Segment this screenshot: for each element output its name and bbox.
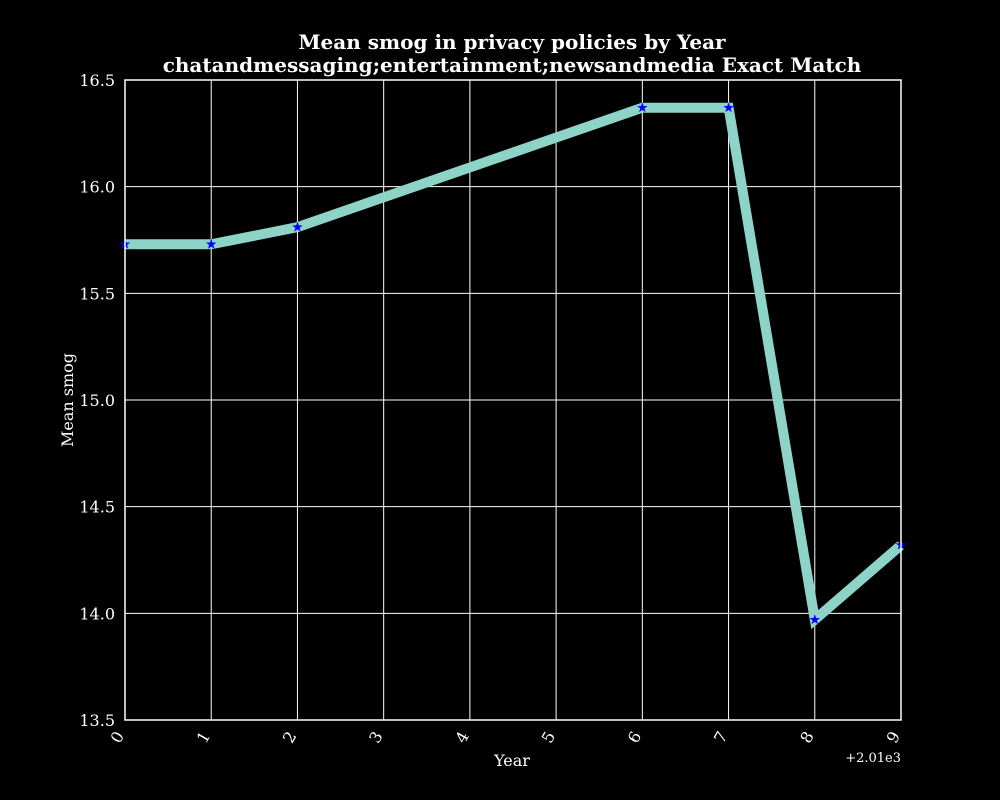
y-axis-label: Mean smog bbox=[58, 353, 77, 447]
data-point-star-marker bbox=[637, 102, 648, 113]
data-point-star-marker bbox=[205, 238, 217, 249]
x-offset-label: +2.01e3 bbox=[845, 751, 901, 766]
chart-subtitle: chatandmessaging;entertainment;newsandme… bbox=[163, 53, 862, 77]
y-tick-label: 15.5 bbox=[79, 284, 115, 303]
plot-frame bbox=[124, 79, 902, 721]
y-tick-label: 13.5 bbox=[79, 711, 115, 730]
y-tick-labels: 13.5 14.0 14.5 15.0 15.5 16.0 16.5 bbox=[79, 71, 115, 730]
data-point-star-marker bbox=[292, 221, 303, 232]
y-tick-label: 14.5 bbox=[79, 498, 115, 517]
y-tick-label: 16.0 bbox=[79, 178, 115, 197]
data-point-star-marker bbox=[809, 614, 821, 625]
data-point-star-marker bbox=[723, 102, 734, 113]
x-axis-label: Year bbox=[493, 751, 530, 770]
y-tick-label: 15.0 bbox=[79, 391, 115, 410]
y-tick-label: 14.0 bbox=[79, 604, 115, 623]
y-tick-label: 16.5 bbox=[79, 71, 115, 90]
chart-title: Mean smog in privacy policies by Year bbox=[298, 30, 726, 54]
